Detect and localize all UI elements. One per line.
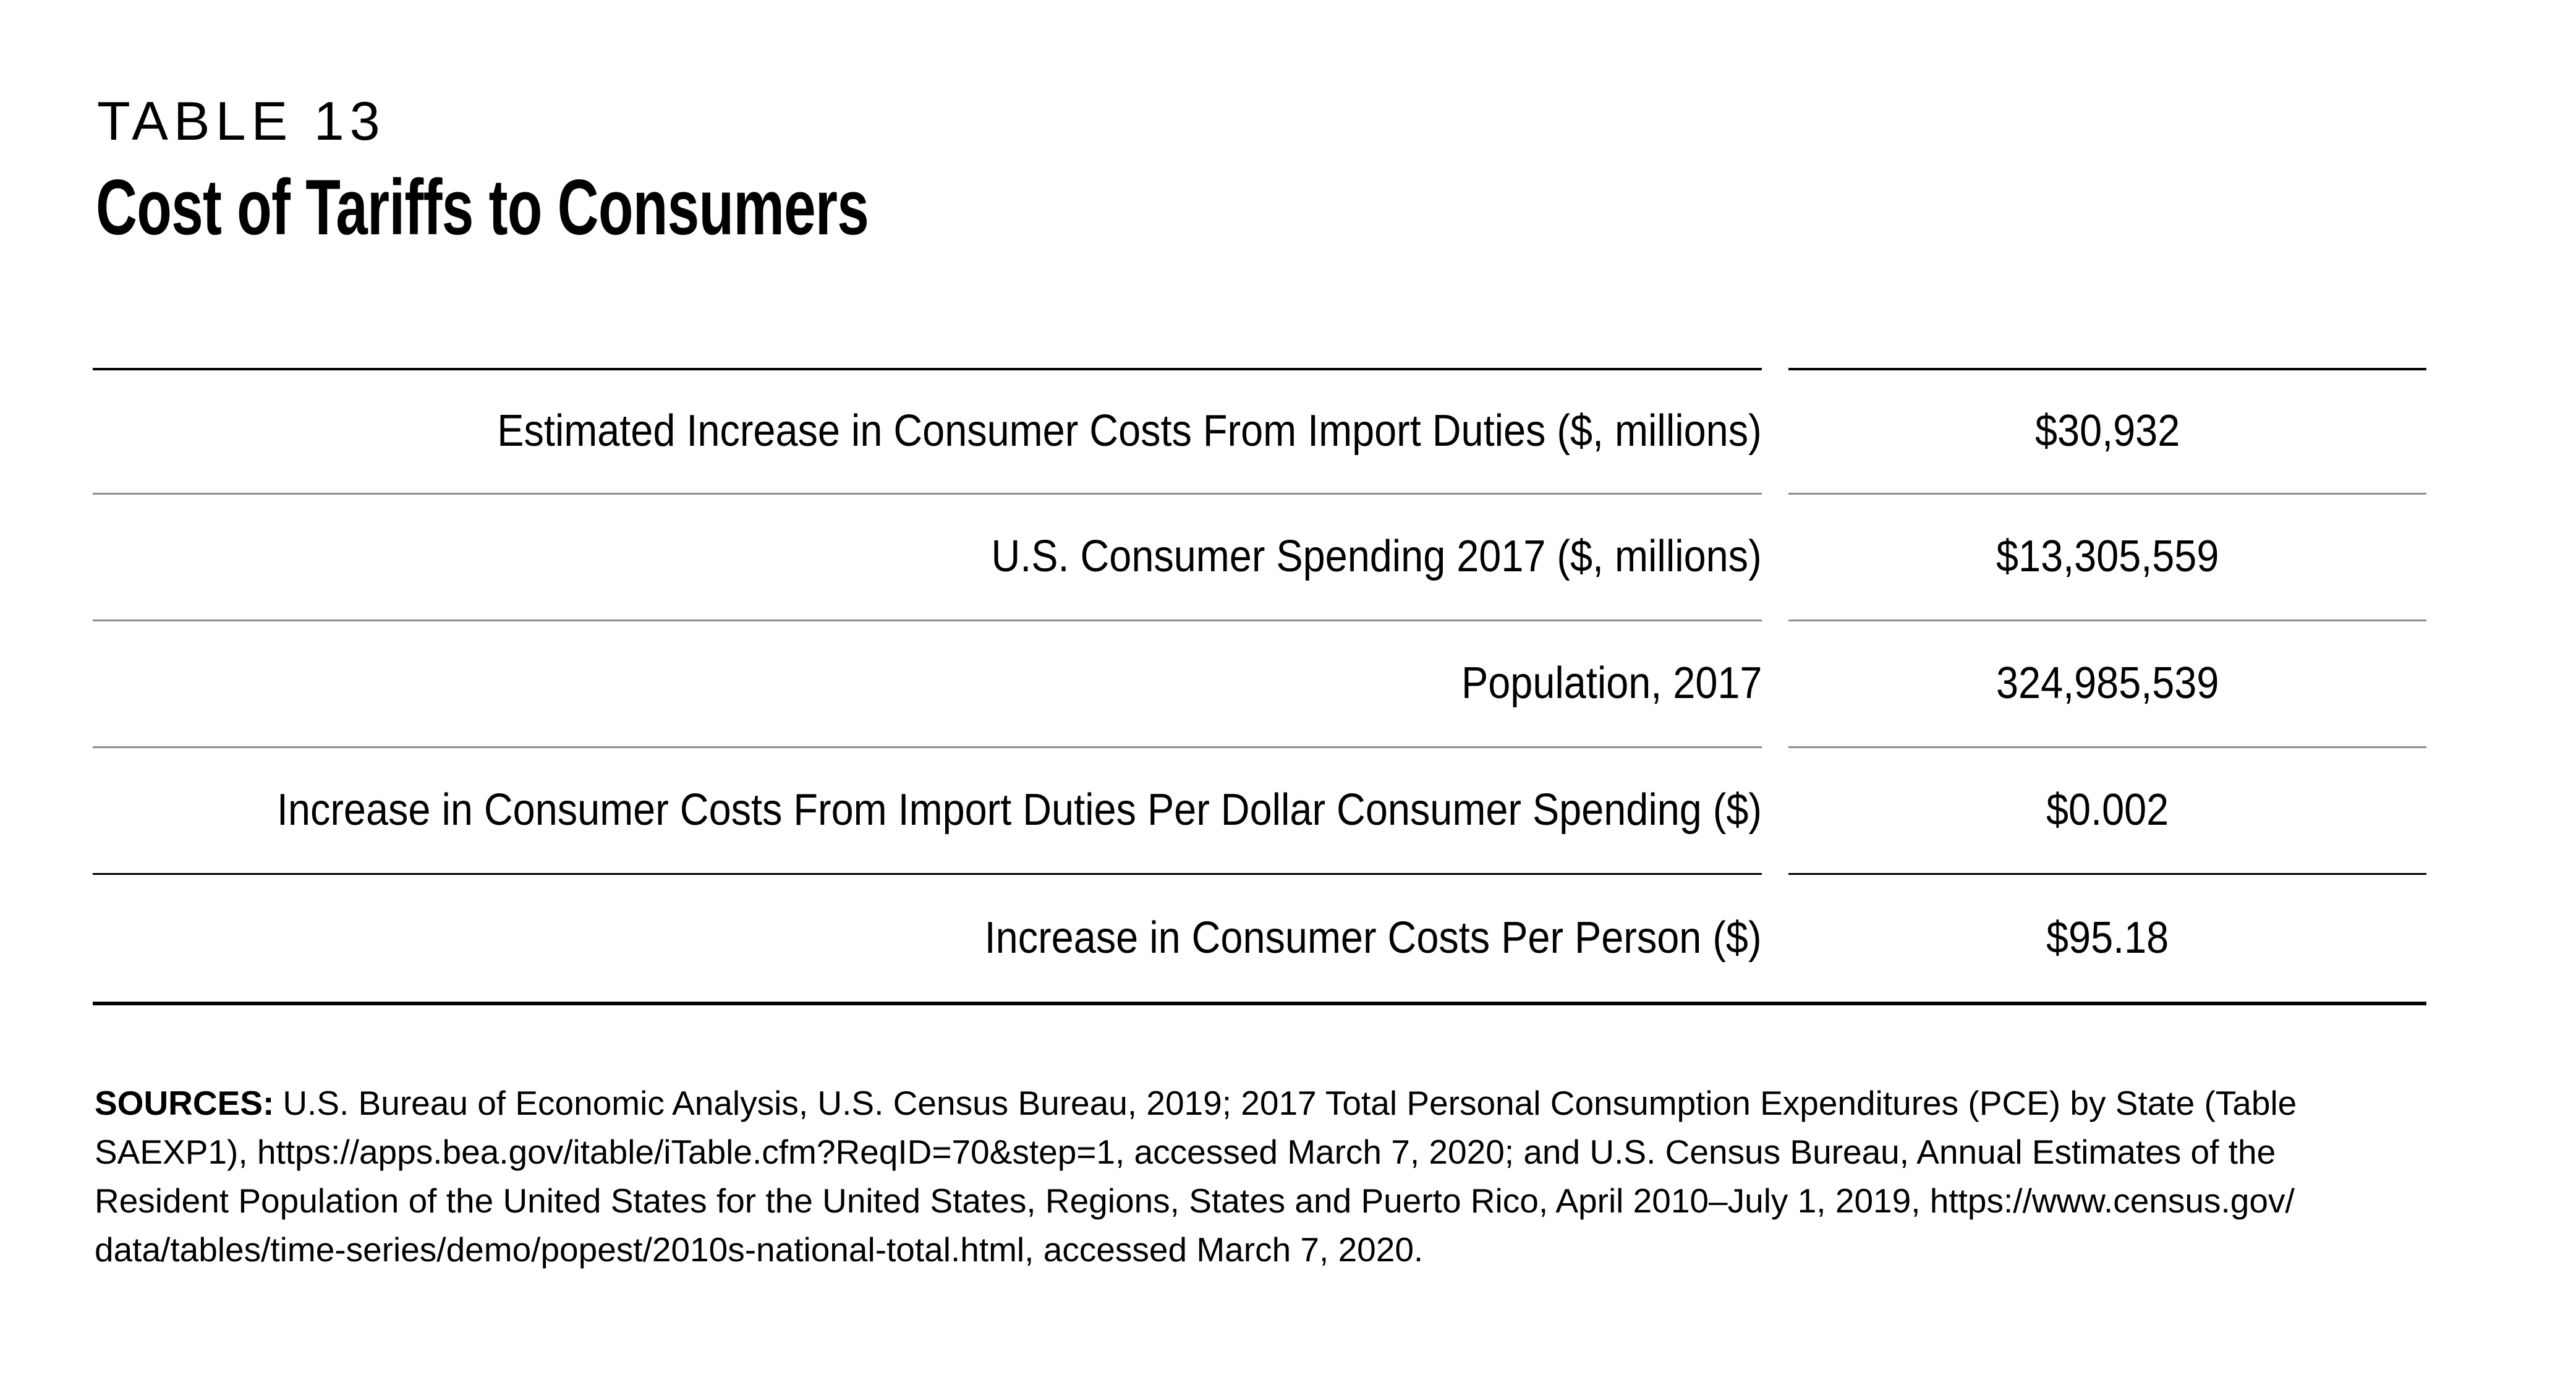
- table-row: Increase in Consumer Costs From Import D…: [93, 748, 2426, 875]
- row-value: 324,985,539: [1996, 658, 2219, 709]
- row-label-cell: U.S. Consumer Spending 2017 ($, millions…: [93, 495, 1762, 621]
- sources-label: SOURCES:: [95, 1084, 274, 1122]
- row-value-cell: $30,932: [1788, 368, 2426, 495]
- column-gap: [1762, 748, 1788, 875]
- row-label-cell: Population, 2017: [93, 621, 1762, 748]
- row-label: Increase in Consumer Costs From Import D…: [276, 785, 1762, 835]
- column-gap: [1762, 495, 1788, 621]
- row-label-cell: Increase in Consumer Costs Per Person ($…: [93, 875, 1762, 1002]
- row-value: $13,305,559: [1996, 532, 2219, 582]
- column-gap: [1762, 875, 1788, 1002]
- row-label-cell: Increase in Consumer Costs From Import D…: [93, 748, 1762, 875]
- row-label-cell: Estimated Increase in Consumer Costs Fro…: [93, 368, 1762, 495]
- source-line: SAEXP1), https://apps.bea.gov/itable/iTa…: [95, 1133, 2276, 1171]
- source-line: Resident Population of the United States…: [95, 1182, 2295, 1220]
- table-row: Population, 2017 324,985,539: [93, 621, 2426, 748]
- row-value-cell: $95.18: [1788, 875, 2426, 1002]
- table-row: Estimated Increase in Consumer Costs Fro…: [93, 368, 2426, 495]
- source-line-text: U.S. Bureau of Economic Analysis, U.S. C…: [283, 1084, 2297, 1122]
- data-table: Estimated Increase in Consumer Costs Fro…: [93, 368, 2426, 1005]
- row-value-cell: $13,305,559: [1788, 495, 2426, 621]
- column-gap: [1762, 368, 1788, 495]
- row-label: Estimated Increase in Consumer Costs Fro…: [497, 406, 1762, 456]
- source-line: SOURCES: U.S. Bureau of Economic Analysis…: [95, 1079, 2543, 1128]
- source-line: data/tables/time-series/demo/popest/2010…: [95, 1230, 1424, 1269]
- page-title: Cost of Tariffs to Consumers: [96, 163, 869, 251]
- row-value: $0.002: [2046, 785, 2169, 835]
- table-row: U.S. Consumer Spending 2017 ($, millions…: [93, 495, 2426, 621]
- row-value-cell: $0.002: [1788, 748, 2426, 875]
- table-number-label: TABLE 13: [97, 90, 386, 151]
- column-gap: [1762, 621, 1788, 748]
- row-value: $95.18: [2046, 913, 2169, 963]
- row-value: $30,932: [2034, 406, 2180, 456]
- table-row: Increase in Consumer Costs Per Person ($…: [93, 875, 2426, 1002]
- row-label: U.S. Consumer Spending 2017 ($, millions…: [991, 532, 1762, 582]
- row-value-cell: 324,985,539: [1788, 621, 2426, 748]
- row-label: Population, 2017: [1461, 658, 1762, 709]
- sources-note: SOURCES: U.S. Bureau of Economic Analysis…: [95, 1079, 2543, 1274]
- row-label: Increase in Consumer Costs Per Person ($…: [985, 913, 1762, 963]
